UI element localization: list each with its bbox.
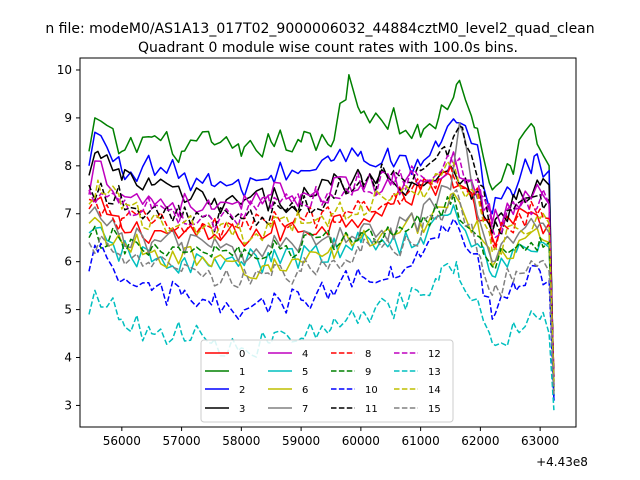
y-tick-label: 3 [64,398,72,412]
legend-label: 7 [302,404,308,415]
y-tick-label: 6 [64,255,72,269]
series-line-5 [88,204,555,396]
x-tick-label: 60000 [342,434,380,448]
y-tick-label: 4 [64,351,72,365]
chart-title: Quadrant 0 module wise count rates with … [138,40,518,56]
series-line-10 [88,218,555,401]
plot-frame [79,57,577,428]
x-tick-label: 58000 [222,434,260,448]
legend-label: 11 [365,404,378,415]
x-tick-label: 62000 [461,434,499,448]
series-line-1 [88,74,555,396]
x-axis-ticks: 56000 57000 58000 59000 60000 61000 62000 63000 [103,427,559,448]
x-tick-label: 56000 [103,434,141,448]
series-line-12 [88,154,555,387]
x-tick-label: 57000 [162,434,200,448]
legend-label: 8 [365,349,371,360]
x-tick-label: 61000 [402,434,440,448]
legend-label: 5 [302,367,308,378]
legend-label: 1 [239,367,245,378]
legend-label: 2 [239,385,245,396]
series-line-15 [88,189,555,396]
y-tick-label: 10 [57,63,72,77]
legend-label: 4 [302,349,308,360]
legend-label: 6 [302,385,308,396]
legend-label: 9 [365,367,371,378]
x-tick-label: 59000 [282,434,320,448]
legend-frame [200,339,454,423]
legend-label: 10 [365,385,378,396]
series-line-11 [88,125,555,382]
x-axis-offset-label: +4.43e8 [536,455,588,469]
legend-label: 12 [428,349,441,360]
series-line-14 [88,160,555,387]
legend-label: 13 [428,367,441,378]
legend-label: 14 [428,385,441,396]
y-tick-label: 9 [64,111,72,125]
series-line-7 [88,121,555,382]
series-line-13 [88,260,555,411]
legend-label: 0 [239,349,245,360]
series-layer [88,74,555,411]
y-tick-label: 8 [64,159,72,173]
y-axis-ticks: 3 4 5 6 7 8 9 10 [57,63,80,412]
y-tick-label: 7 [64,207,72,221]
x-tick-label: 63000 [521,434,559,448]
y-tick-label: 5 [64,303,72,317]
series-line-2 [88,118,555,401]
series-line-9 [88,193,555,392]
legend-label: 15 [428,404,441,415]
series-line-4 [88,151,555,392]
figure-suptitle: n file: modeM0/AS1A13_017T02_9000006032_… [45,21,594,37]
legend-label: 3 [239,404,245,415]
